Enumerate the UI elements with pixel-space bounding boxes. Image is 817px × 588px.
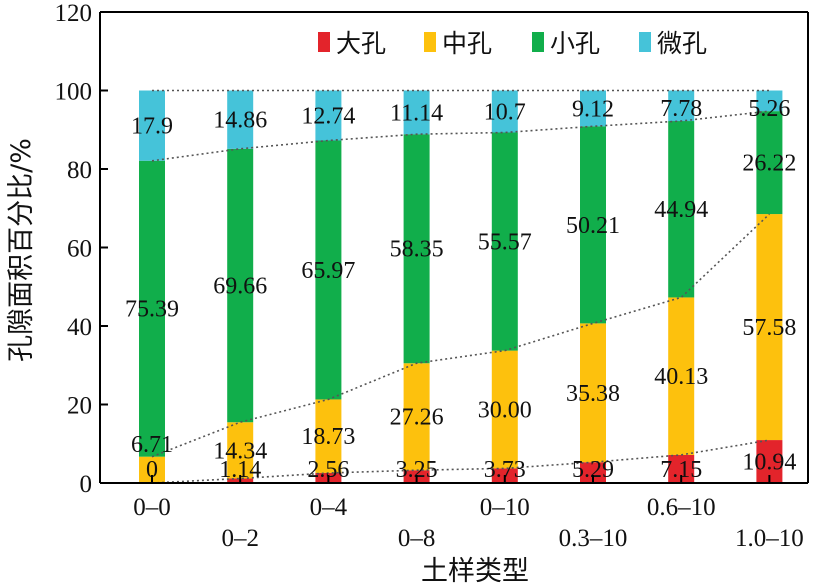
legend-label: 中孔 xyxy=(442,29,492,58)
x-axis-title: 土样类型 xyxy=(421,556,529,587)
data-label: 6.71 xyxy=(131,432,173,458)
bar-segment xyxy=(491,132,518,351)
legend-swatch xyxy=(424,32,436,52)
bar-segment xyxy=(668,90,695,122)
data-label: 7.78 xyxy=(660,96,702,122)
data-label: 26.22 xyxy=(742,151,796,177)
x-tick-label: 0–4 xyxy=(310,494,348,521)
axes: 0 20 40 60 80 100 120 0–0 0–2 0–4 0–8 0–10 0.3–10 0.6… xyxy=(55,0,809,552)
bar-segment xyxy=(668,297,695,455)
connector-line xyxy=(151,213,770,458)
x-tick-label: 0.6–10 xyxy=(647,494,716,521)
bar-segment xyxy=(756,214,783,441)
y-tick-label: 0 xyxy=(80,471,93,498)
data-label: 10.94 xyxy=(742,450,796,476)
bar-segment xyxy=(491,350,518,469)
data-label: 17.9 xyxy=(131,114,173,140)
bar-segment xyxy=(756,111,783,215)
bar-segment xyxy=(403,134,430,364)
y-tick-label: 60 xyxy=(67,236,92,263)
data-label: 14.86 xyxy=(213,108,267,134)
x-tick-label: 0–8 xyxy=(398,525,436,552)
bar-segment xyxy=(403,363,430,471)
connector-line xyxy=(151,439,770,484)
legend-label: 大孔 xyxy=(336,29,386,58)
bar-segment xyxy=(315,399,342,473)
bar-segment xyxy=(580,90,606,127)
bar-segment xyxy=(580,323,606,463)
data-label: 11.14 xyxy=(390,100,443,126)
bar-segment xyxy=(315,140,342,400)
bar-segment xyxy=(139,160,165,457)
data-label: 18.73 xyxy=(301,424,355,450)
y-tick-label: 120 xyxy=(55,0,93,27)
bar-segment xyxy=(139,90,165,161)
x-tick-label: 0–0 xyxy=(133,494,171,521)
x-tick-label: 1.0–10 xyxy=(735,525,804,552)
data-label: 75.39 xyxy=(125,297,179,323)
connector-line xyxy=(151,110,770,162)
data-label: 58.35 xyxy=(390,237,444,263)
data-label: 27.26 xyxy=(390,405,444,431)
bar-segment xyxy=(227,148,254,423)
legend: 大孔 中孔 小孔 微孔 xyxy=(318,29,707,58)
bar-segment xyxy=(756,90,783,112)
legend-swatch xyxy=(639,32,651,52)
data-label: 50.21 xyxy=(566,213,620,239)
data-label: 35.38 xyxy=(566,381,620,407)
data-label: 55.57 xyxy=(478,230,532,256)
legend-label: 小孔 xyxy=(550,29,600,58)
y-tick-label: 80 xyxy=(67,157,92,184)
y-tick-label: 20 xyxy=(67,393,92,420)
data-label: 12.74 xyxy=(301,104,355,130)
bar-segment xyxy=(668,121,695,298)
data-label: 30.00 xyxy=(478,397,532,423)
data-label: 5.26 xyxy=(748,96,790,122)
legend-label: 微孔 xyxy=(657,29,707,58)
bar-segment xyxy=(227,90,254,149)
bar-segment xyxy=(403,90,430,135)
x-tick-label: 0–10 xyxy=(480,494,530,521)
y-tick-label: 40 xyxy=(67,314,92,341)
x-tick-label: 0.3–10 xyxy=(559,525,628,552)
data-label: 40.13 xyxy=(654,364,708,390)
y-axis-title: 孔隙面积百分比/% xyxy=(6,138,37,362)
bars-layer xyxy=(139,90,783,483)
bar-segment xyxy=(580,462,606,483)
legend-swatch xyxy=(532,32,544,52)
data-label: 9.12 xyxy=(572,96,614,122)
data-label: 65.97 xyxy=(301,258,355,284)
x-tick-label: 0–2 xyxy=(221,525,259,552)
data-label: 10.7 xyxy=(484,99,526,125)
data-label: 57.58 xyxy=(742,315,796,341)
connector-lines xyxy=(151,89,770,484)
legend-swatch xyxy=(318,32,330,52)
bar-segment xyxy=(491,90,518,133)
bar-segment xyxy=(580,126,606,324)
data-label: 14.34 xyxy=(213,438,267,464)
bar-segment xyxy=(315,90,342,141)
data-label: 0 xyxy=(146,457,158,483)
data-label: 44.94 xyxy=(654,197,708,223)
bar-segment xyxy=(227,422,254,479)
y-tick-label: 100 xyxy=(55,79,93,106)
data-label: 69.66 xyxy=(213,274,267,300)
data-labels-layer: 06.7175.3917.91.1414.3469.6614.862.5618.… xyxy=(125,96,796,483)
